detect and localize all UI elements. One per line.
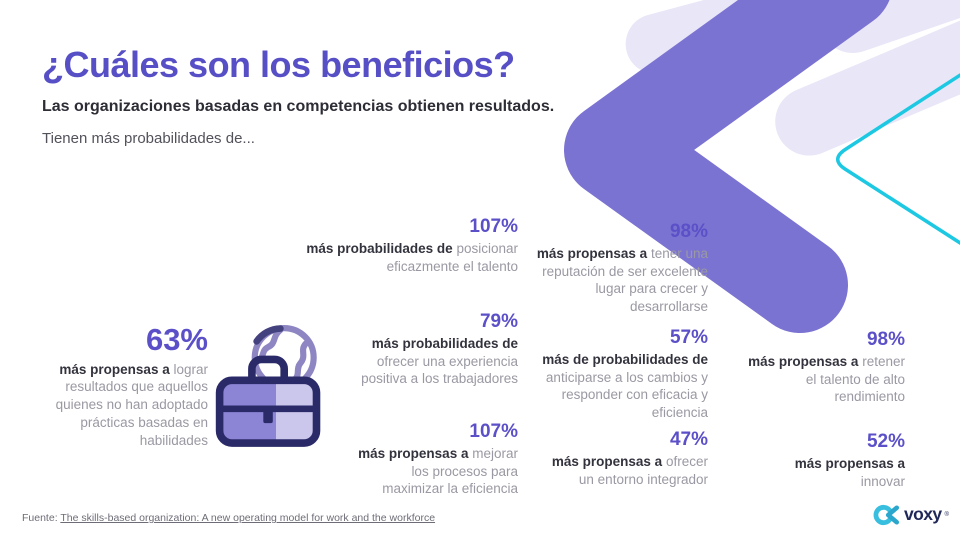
stat-value: 107% (469, 216, 518, 237)
stat-value: 57% (669, 327, 708, 348)
stat-value: 63% (145, 322, 208, 357)
stat-107-processes: 107% más propensas a mejorar los proceso… (358, 421, 518, 498)
stat-47-inclusive: 47% más propensas a ofrecer un entorno i… (543, 429, 708, 488)
stat-98-retain: 98% más propensas a retener el talento d… (737, 329, 905, 406)
briefcase-icon (215, 355, 321, 447)
stat-description: más propensas a innovar (794, 455, 905, 489)
stat-value: 107% (469, 421, 518, 442)
briefcase-globe-icon (212, 316, 326, 463)
source-label: Fuente: (22, 512, 58, 524)
tagline: Tienen más probabilidades de... (42, 130, 255, 147)
stat-description: más de probabilidades de anticiparse a l… (542, 351, 708, 421)
source-footer: Fuente: The skills-based organization: A… (22, 512, 435, 524)
page-title: ¿Cuáles son los beneficios? (42, 44, 515, 85)
voxy-logo-icon (873, 504, 900, 526)
stat-98-reputation: 98% más propensas a tener una reputación… (528, 221, 708, 316)
stat-value: 98% (669, 221, 708, 242)
stat-79-experience: 79% más probabilidades de ofrecer una ex… (343, 311, 518, 388)
stat-value: 79% (479, 311, 518, 332)
header: ¿Cuáles son los beneficios? Las organiza… (42, 44, 642, 147)
stat-value: 52% (866, 431, 905, 452)
stat-description: más propensas a lograr resultados que aq… (55, 361, 208, 448)
stat-63: 63% más propensas a lograr resultados qu… (30, 322, 208, 450)
stat-value: 47% (669, 429, 708, 450)
voxy-logo: voxy ® (872, 503, 949, 527)
stat-description: más probabilidades de posicionar eficazm… (306, 240, 518, 274)
stat-57-anticipate: 57% más de probabilidades de anticiparse… (528, 327, 708, 422)
stat-description: más propensas a tener una reputación de … (536, 245, 708, 315)
stat-description: más propensas a ofrecer un entorno integ… (551, 453, 708, 487)
globe-dark-arc (253, 325, 284, 345)
source-link[interactable]: The skills-based organization: A new ope… (60, 512, 436, 524)
voxy-logo-text: voxy (904, 504, 942, 525)
stat-52-innovate: 52% más propensas a innovar (755, 431, 905, 490)
stat-value: 98% (866, 329, 905, 350)
stat-description: más probabilidades de ofrecer una experi… (361, 335, 518, 387)
subtitle: Las organizaciones basadas en competenci… (42, 98, 555, 115)
registered-mark: ® (944, 512, 949, 518)
stat-description: más propensas a retener el talento de al… (748, 353, 905, 405)
stat-107-talent: 107% más probabilidades de posicionar ef… (286, 216, 518, 275)
stat-description: más propensas a mejorar los procesos par… (358, 445, 518, 497)
